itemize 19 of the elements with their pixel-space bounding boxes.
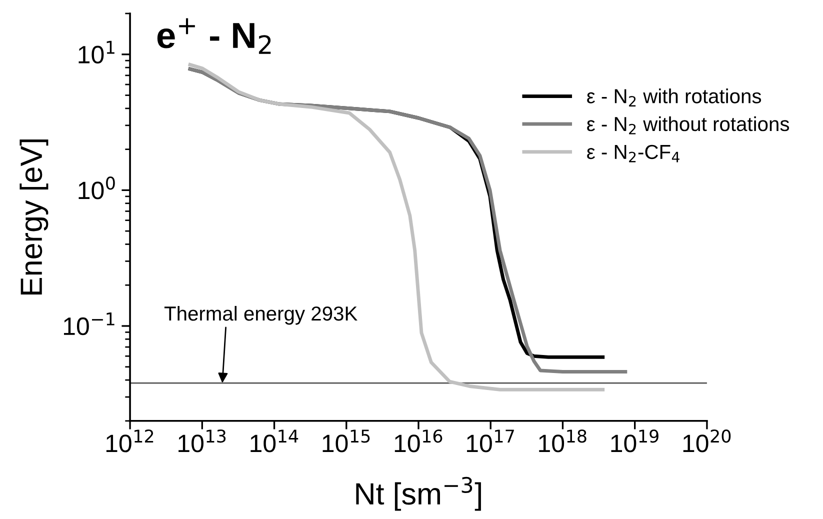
x-tick-label: 10$^{14}$ bbox=[250, 430, 298, 452]
y-tick-label: 10$^{−1}$ bbox=[64, 312, 114, 336]
y-axis-title: Energy [eV] bbox=[20, 140, 48, 295]
x-tick-label: 10$^{18}$ bbox=[539, 429, 586, 452]
x-tick-label: 10$^{12}$ bbox=[106, 429, 154, 452]
legend-label: ε - N$_{2}$ without rotations bbox=[587, 116, 790, 134]
x-tick-label: 10$^{15}$ bbox=[322, 430, 370, 452]
x-tick-label: 10$^{20}$ bbox=[683, 429, 731, 452]
chart-title: e$^{+}$ - N$_{2}$ bbox=[157, 18, 271, 54]
x-tick-label: 10$^{19}$ bbox=[611, 429, 658, 452]
legend-label: ε - N$_{2}$ with rotations bbox=[587, 88, 762, 106]
x-tick-label: 10$^{16}$ bbox=[394, 429, 442, 452]
x-tick-label: 10$^{17}$ bbox=[467, 430, 514, 452]
legend-label: ε - N$_{2}$-CF$_{4}$ bbox=[587, 144, 680, 162]
y-tick-label: 10$^{0}$ bbox=[78, 176, 115, 200]
x-axis-title: Nt [sm$^{−3}$] bbox=[356, 476, 481, 511]
y-tick-label: 10$^{1}$ bbox=[78, 40, 114, 64]
x-tick-label: 10$^{13}$ bbox=[178, 429, 226, 452]
ref-line-label: Thermal energy 293K bbox=[164, 306, 358, 325]
